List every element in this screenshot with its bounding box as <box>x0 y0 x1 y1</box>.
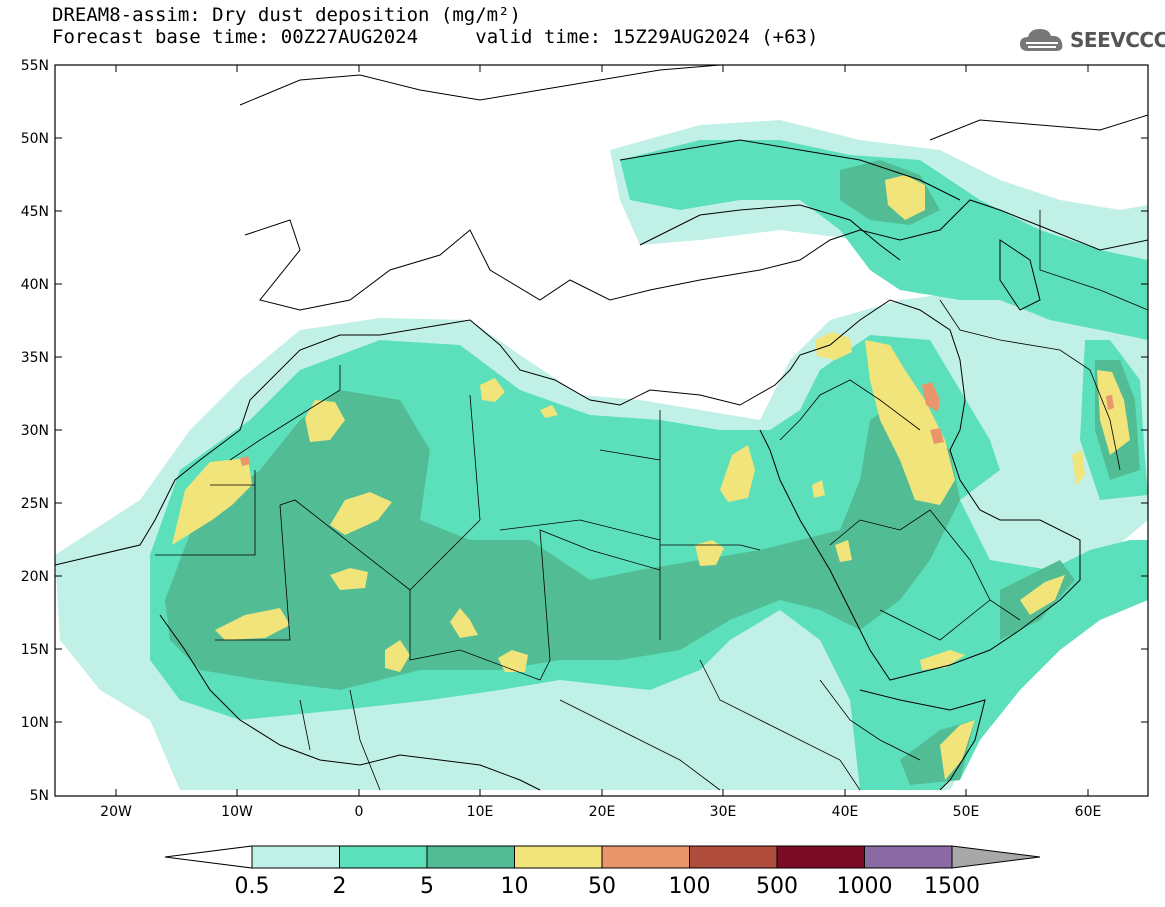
lat-label-25n: 25N <box>21 496 49 512</box>
colorbar-label-100: 100 <box>669 874 711 899</box>
dust-level-50 <box>240 382 1114 466</box>
lon-label-40e: 40E <box>832 804 859 820</box>
dust-field <box>55 120 1148 790</box>
colorbar-low-arrow <box>164 845 253 869</box>
base-time: Forecast base time: 00Z27AUG2024 <box>52 26 419 48</box>
colorbar-label-500: 500 <box>756 874 798 899</box>
colorbar-swatch-4 <box>602 846 690 868</box>
colorbar-swatch-6 <box>777 846 865 868</box>
lon-label-30e: 30E <box>710 804 737 820</box>
lat-label-45n: 45N <box>21 204 49 220</box>
lat-label-35n: 35N <box>21 350 49 366</box>
colorbar-label-0.5: 0.5 <box>235 874 270 899</box>
lat-label-40n: 40N <box>21 277 49 293</box>
colorbar-swatch-1 <box>339 846 427 868</box>
lat-label-15n: 15N <box>21 642 49 658</box>
lat-label-30n: 30N <box>21 423 49 439</box>
lon-label-60e: 60E <box>1075 804 1102 820</box>
colorbar-label-1500: 1500 <box>924 874 980 899</box>
coastlines <box>55 65 1148 791</box>
logo-text: SEEVCCC <box>1070 28 1165 52</box>
lon-label-0: 0 <box>355 804 364 820</box>
colorbar-label-1000: 1000 <box>837 874 893 899</box>
lon-label-20e: 20E <box>589 804 616 820</box>
colorbar-swatch-3 <box>514 846 602 868</box>
lat-label-5n: 5N <box>30 788 49 804</box>
country-borders <box>155 210 1148 791</box>
lon-axis: 20W 10W 0 10E 20E 30E 40E 50E 60E <box>100 65 1101 820</box>
lat-label-55n: 55N <box>21 58 49 74</box>
colorbar-swatch-0 <box>252 846 340 868</box>
seevccc-logo: SEEVCCC <box>1018 22 1165 58</box>
cloud-logo-icon <box>1020 29 1063 51</box>
colorbar-label-10: 10 <box>501 874 529 899</box>
lat-label-20n: 20N <box>21 569 49 585</box>
lat-label-10n: 10N <box>21 715 49 731</box>
colorbar-label-2: 2 <box>333 874 347 899</box>
colorbar-high-arrow <box>952 846 1040 868</box>
colorbar: 0.5 2 5 10 50 100 500 1000 1500 <box>164 845 1041 899</box>
map-title: DREAM8-assim: Dry dust deposition (mg/m²… <box>52 4 818 48</box>
title-line: DREAM8-assim: Dry dust deposition (mg/m²… <box>52 4 521 26</box>
colorbar-swatch-2 <box>427 846 515 868</box>
colorbar-label-5: 5 <box>420 874 434 899</box>
colorbar-swatch-7 <box>864 846 952 868</box>
lon-label-10w: 10W <box>221 804 253 820</box>
colorbar-label-50: 50 <box>588 874 616 899</box>
lon-label-50e: 50E <box>953 804 980 820</box>
lon-label-20w: 20W <box>100 804 132 820</box>
colorbar-swatch-5 <box>689 846 777 868</box>
lat-axis: 55N 50N 45N 40N 35N 30N 25N 20N 15N 10N … <box>21 58 1148 804</box>
valid-time: valid time: 15Z29AUG2024 (+63) <box>475 26 819 48</box>
lat-label-50n: 50N <box>21 131 49 147</box>
lon-label-10e: 10E <box>467 804 494 820</box>
